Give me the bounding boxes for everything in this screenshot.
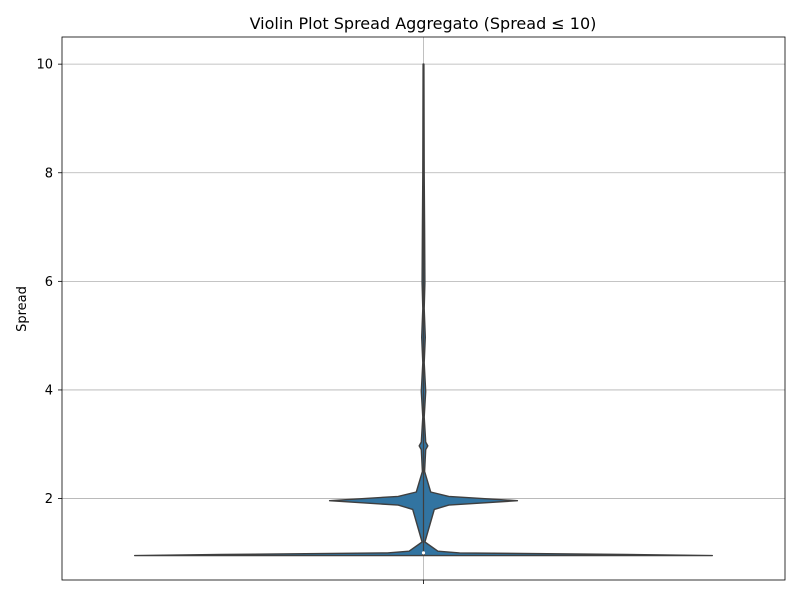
plot-frame bbox=[61, 36, 786, 581]
y-tick-label: 8 bbox=[45, 166, 53, 181]
violin-median bbox=[421, 551, 426, 555]
axes: 2 4 6 8 10 bbox=[36, 36, 786, 584]
y-tick-label: 2 bbox=[45, 492, 53, 507]
y-tick-label: 6 bbox=[45, 275, 53, 290]
chart-title: Violin Plot Spread Aggregato (Spread ≤ 1… bbox=[250, 14, 597, 33]
violin-body bbox=[133, 63, 713, 557]
y-tick-label: 4 bbox=[45, 383, 53, 398]
y-tick-label: 10 bbox=[36, 58, 53, 73]
y-axis-label: Spread bbox=[15, 286, 30, 332]
